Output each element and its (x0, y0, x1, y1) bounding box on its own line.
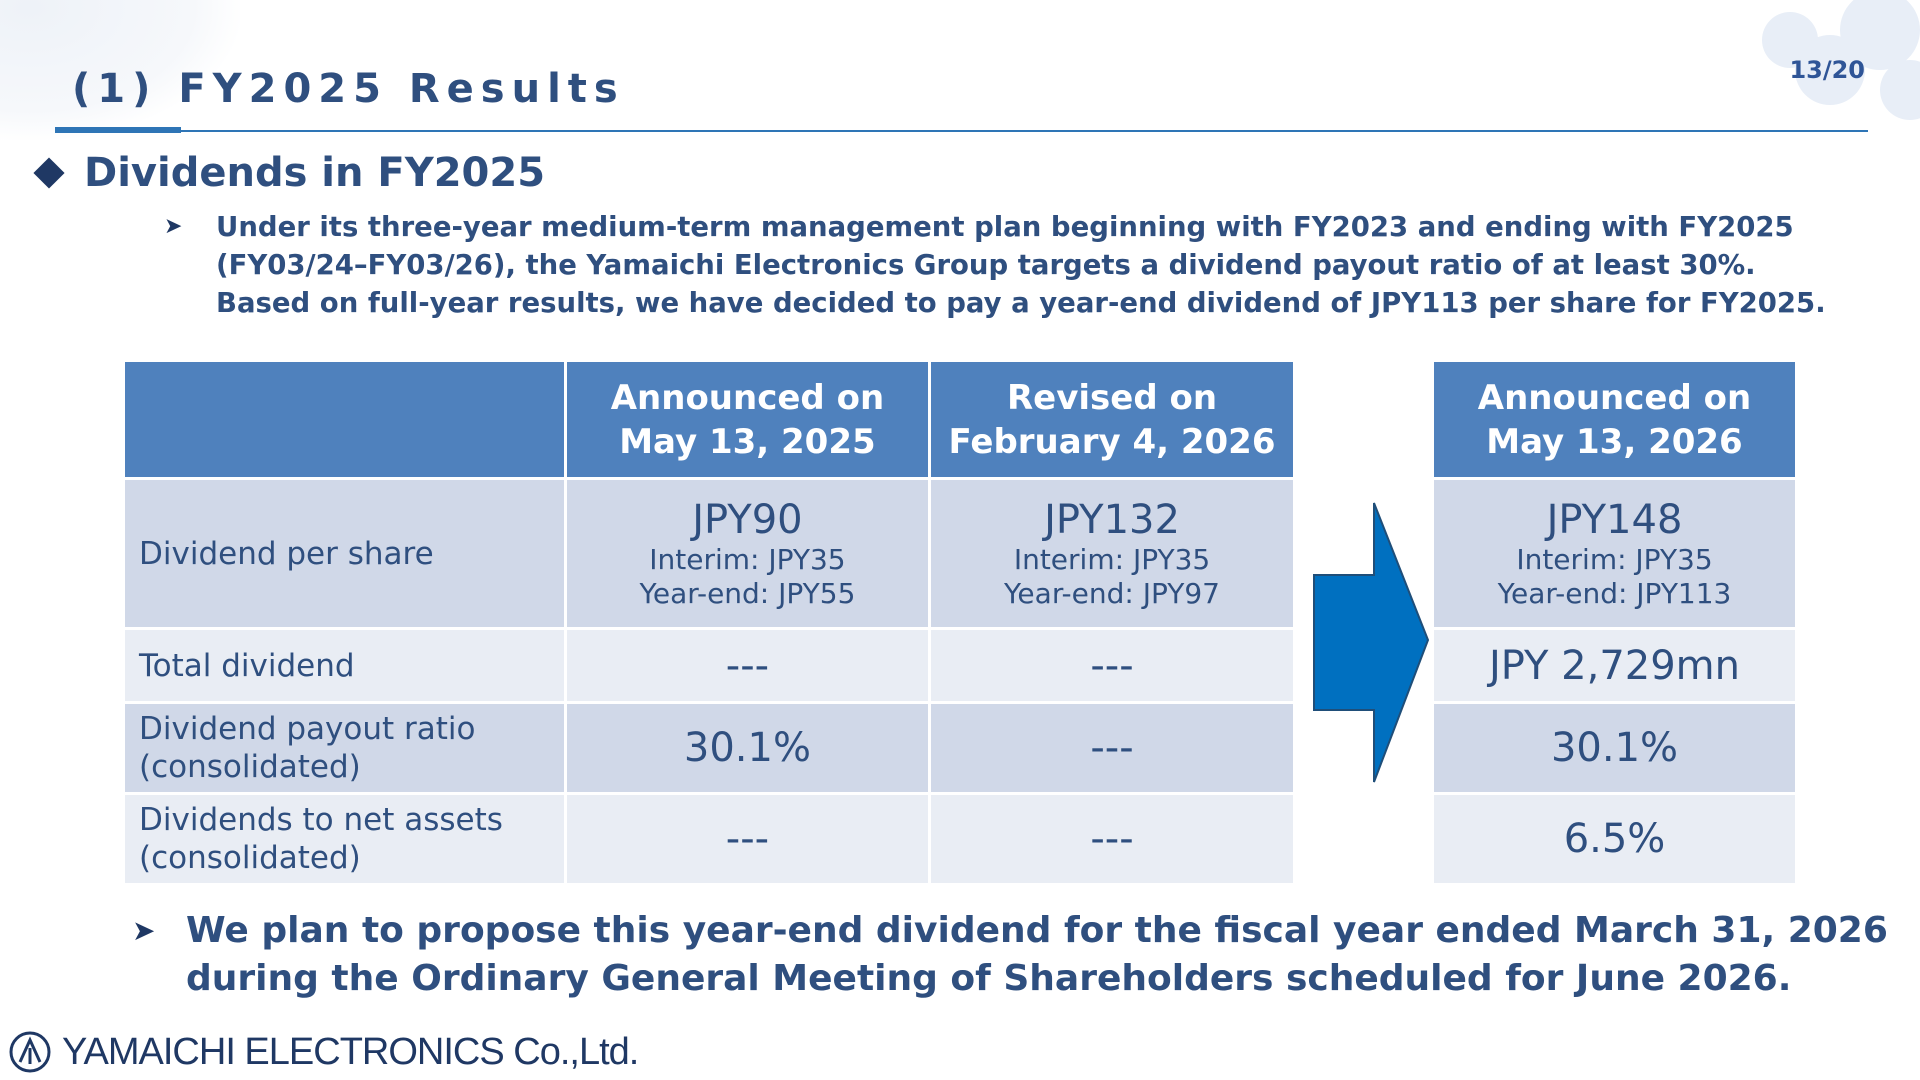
table-cell: JPY132 Interim: JPY35 Year-end: JPY97 (928, 477, 1296, 630)
background-decoration (0, 0, 240, 140)
row-label: Total dividend (122, 627, 567, 704)
table-cell: --- (563, 792, 932, 886)
table-cell: 30.1% (1431, 701, 1798, 795)
row-label-line: Dividends to net assets (139, 802, 503, 838)
intro-line: Based on full-year results, we have deci… (216, 287, 1826, 319)
header-line: Announced on (1477, 377, 1752, 418)
row-label-line: Total dividend (139, 647, 355, 684)
cell-sub-value: Year-end: JPY97 (1004, 576, 1220, 610)
header-line: Announced on (610, 377, 885, 418)
footer-bullet: ➤ We plan to propose this year-end divid… (132, 907, 1888, 1003)
table-cell: 30.1% (563, 701, 932, 795)
table-row: JPY148 Interim: JPY35 Year-end: JPY113 (1431, 477, 1798, 630)
table-cell: --- (928, 701, 1296, 795)
table-row: Dividend payout ratio (consolidated) 30.… (122, 701, 1296, 795)
intro-bullet: ➤ Under its three-year medium-term manag… (164, 208, 1826, 322)
right-arrow-icon (1313, 502, 1430, 783)
dividend-result-table: Announced on May 13, 2026 JPY148 Interim… (1431, 359, 1798, 886)
table-row: Total dividend --- --- (122, 627, 1296, 704)
company-name: YAMAICHI ELECTRONICS Co.,Ltd. (62, 1030, 639, 1073)
header-line: February 4, 2026 (948, 421, 1276, 462)
footer-line: during the Ordinary General Meeting of S… (186, 958, 1792, 999)
table-header-row: Announced on May 13, 2025 Revised on Feb… (122, 359, 1296, 480)
cell-sub-value: Interim: JPY35 (649, 542, 846, 576)
cell-main-value: JPY132 (1044, 496, 1180, 543)
yamaichi-emblem-icon (9, 1031, 51, 1073)
arrowhead-bullet-icon: ➤ (164, 214, 183, 239)
table-cell: JPY148 Interim: JPY35 Year-end: JPY113 (1431, 477, 1798, 630)
row-label: Dividend per share (122, 477, 567, 630)
company-logo: YAMAICHI ELECTRONICS Co.,Ltd. (8, 1030, 639, 1074)
footer-line: We plan to propose this year-end dividen… (186, 910, 1888, 951)
table-cell: JPY 2,729mn (1431, 627, 1798, 704)
header-cell: Announced on May 13, 2025 (563, 359, 932, 480)
intro-line: Under its three-year medium-term managem… (216, 211, 1794, 243)
corner-decoration (1762, 0, 1920, 120)
page-title: (1) FY2025 Results (72, 66, 625, 112)
title-underline-accent (55, 127, 181, 133)
table-cell: --- (928, 627, 1296, 704)
diamond-bullet-icon (33, 157, 65, 189)
table-row: 30.1% (1431, 701, 1798, 795)
page-number: 13/20 (1789, 56, 1865, 84)
header-cell: Announced on May 13, 2026 (1431, 359, 1798, 480)
cell-sub-value: Interim: JPY35 (1516, 542, 1713, 576)
table-row: Dividend per share JPY90 Interim: JPY35 … (122, 477, 1296, 630)
table-row: 6.5% (1431, 792, 1798, 886)
row-label: Dividend payout ratio (consolidated) (122, 701, 567, 795)
header-empty-cell (122, 359, 567, 480)
cell-sub-value: Interim: JPY35 (1013, 542, 1211, 576)
cell-sub-value: Year-end: JPY55 (639, 576, 856, 610)
table-row: Dividends to net assets (consolidated) -… (122, 792, 1296, 886)
header-line: Revised on (1006, 377, 1218, 418)
cell-main-value: JPY148 (1546, 496, 1683, 543)
cell-main-value: JPY90 (692, 496, 803, 543)
title-underline (55, 130, 1868, 132)
dividend-table: Announced on May 13, 2025 Revised on Feb… (122, 359, 1296, 886)
arrowhead-bullet-icon: ➤ (132, 914, 156, 947)
header-line: May 13, 2025 (619, 421, 876, 462)
intro-line: (FY03/24–FY03/26), the Yamaichi Electron… (216, 249, 1756, 281)
section-heading: Dividends in FY2025 (30, 150, 545, 196)
header-cell: Revised on February 4, 2026 (928, 359, 1296, 480)
table-header-row: Announced on May 13, 2026 (1431, 359, 1798, 480)
cell-sub-value: Year-end: JPY113 (1497, 576, 1732, 610)
table-cell: 6.5% (1431, 792, 1798, 886)
row-label-line: (consolidated) (139, 749, 361, 785)
table-cell: --- (563, 627, 932, 704)
row-label-line: (consolidated) (139, 840, 361, 876)
row-label-line: Dividend payout ratio (139, 711, 476, 747)
row-label-line: Dividend per share (139, 535, 434, 572)
row-label: Dividends to net assets (consolidated) (122, 792, 567, 886)
header-line: May 13, 2026 (1486, 421, 1743, 462)
table-row: JPY 2,729mn (1431, 627, 1798, 704)
table-cell: --- (928, 792, 1296, 886)
section-heading-text: Dividends in FY2025 (84, 150, 546, 196)
table-cell: JPY90 Interim: JPY35 Year-end: JPY55 (563, 477, 932, 630)
